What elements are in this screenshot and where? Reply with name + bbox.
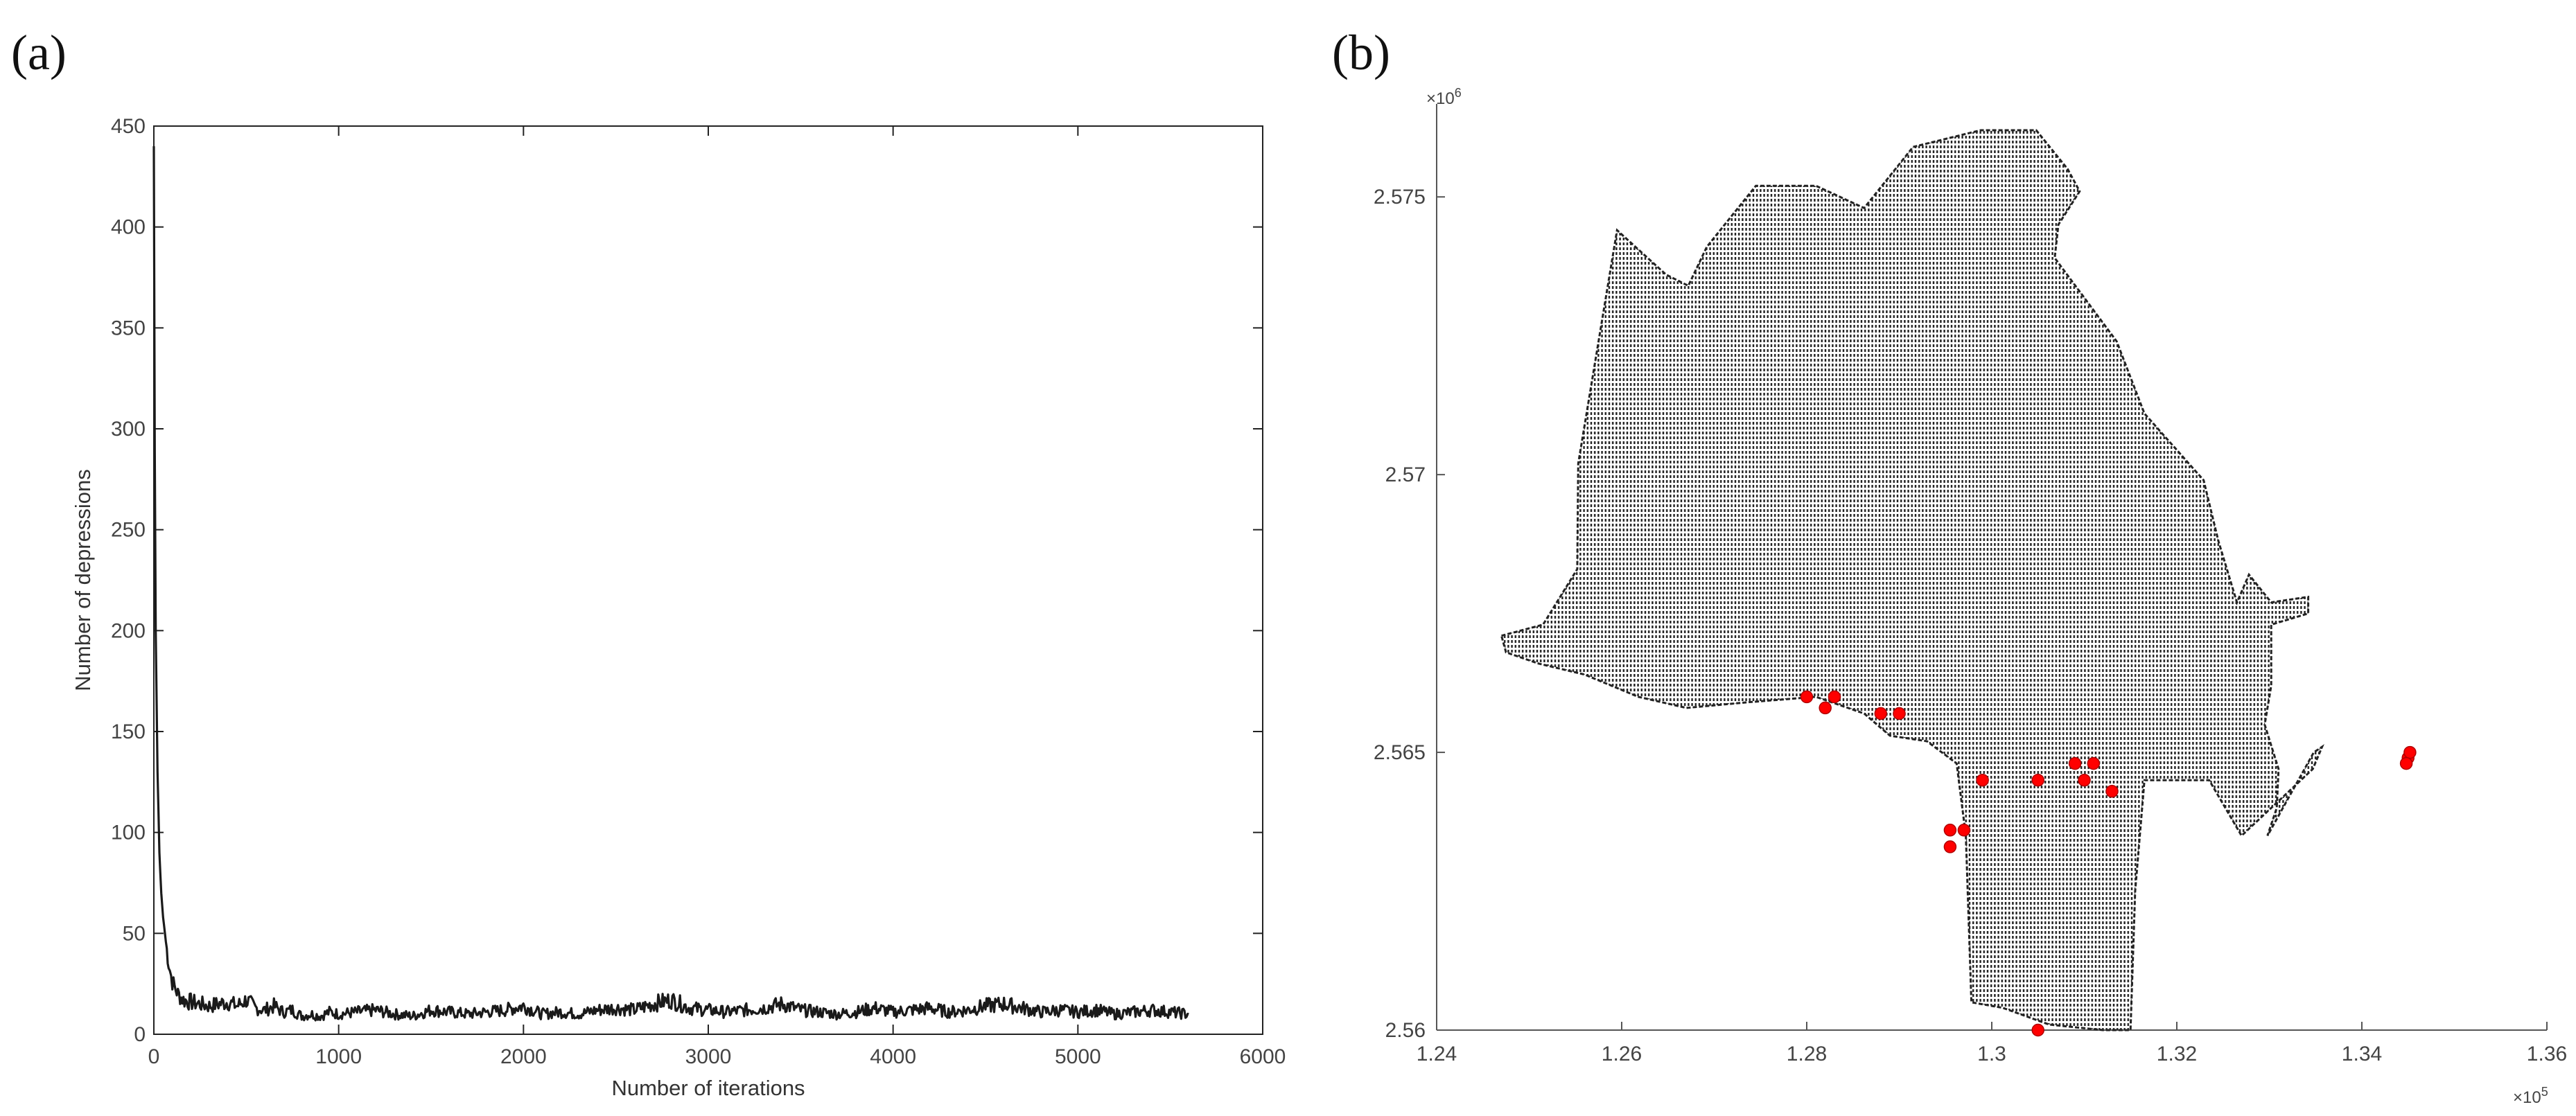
depression-point: [2031, 1023, 2044, 1037]
axis-ticks-a: 0 1000 2000 3000 4000 5000 6000 0 50 100 150 200 250…: [111, 115, 1286, 1068]
depression-point: [2403, 745, 2417, 759]
y-tick-label-a: 350: [111, 317, 146, 339]
x-tick-label-b: 1.26: [1602, 1043, 1642, 1065]
x-tick-label-b: 1.28: [1787, 1043, 1827, 1065]
x-tick-label-a: 5000: [1055, 1045, 1101, 1068]
y-tick-label-a: 0: [134, 1023, 146, 1046]
x-tick-label-a: 2000: [500, 1045, 547, 1068]
depression-point: [1800, 690, 1814, 704]
depression-points: [1800, 690, 2417, 1037]
depression-point: [2031, 773, 2044, 787]
y-tick-label-a: 100: [111, 822, 146, 844]
y-tick-label-a: 200: [111, 619, 146, 642]
y-tick-label-a: 150: [111, 720, 146, 743]
y-tick-label-b: 2.575: [1374, 186, 1426, 209]
x-exponent-base: ×10: [2513, 1088, 2541, 1107]
x-tick-label-a: 6000: [1240, 1045, 1286, 1068]
y-tick-label-b: 2.57: [1385, 463, 1426, 486]
depression-point: [2087, 756, 2101, 770]
y-axis-label-a: Number of depressions: [71, 469, 95, 691]
x-tick-label-a: 3000: [685, 1045, 732, 1068]
depression-point: [1893, 707, 1906, 720]
axis-ticks-b: 1.24 1.26 1.28 1.3 1.32 1.34 1.36 2.56 2.565 2.57…: [1374, 186, 2567, 1065]
x-tick-label-b: 1.34: [2342, 1043, 2382, 1065]
x-tick-label-b: 1.36: [2527, 1043, 2567, 1065]
y-tick-label-a: 50: [123, 922, 146, 945]
y-tick-label-b: 2.565: [1374, 741, 1426, 764]
x-exponent-power: 5: [2541, 1085, 2548, 1099]
panel-label-a: (a): [11, 25, 67, 80]
y-tick-label-b: 2.56: [1385, 1019, 1426, 1042]
x-tick-label-b: 1.24: [1417, 1043, 1457, 1065]
depression-point: [2068, 756, 2082, 770]
region-outline: [1500, 129, 2324, 1031]
depression-point: [1874, 707, 1888, 720]
svg-text:×106: ×106: [1426, 86, 1462, 108]
depression-point: [1976, 773, 1989, 787]
x-axis-label-a: Number of iterations: [611, 1076, 805, 1100]
x-tick-label-a: 0: [148, 1045, 160, 1068]
depression-point: [1819, 701, 1832, 715]
depression-point: [1943, 840, 1957, 853]
depression-point: [2399, 756, 2413, 770]
y-exponent-power: 6: [1455, 86, 1462, 100]
x-axis-exponent: ×105: [2513, 1085, 2548, 1107]
depression-point: [2105, 784, 2119, 798]
panel-b-scatter-map: 1.24 1.26 1.28 1.3 1.32 1.34 1.36 2.56 2.565 2.57…: [1374, 86, 2567, 1107]
depression-point: [2078, 773, 2091, 787]
x-tick-label-b: 1.32: [2157, 1043, 2197, 1065]
y-tick-label-a: 450: [111, 115, 146, 138]
x-tick-label-a: 1000: [315, 1045, 362, 1068]
x-tick-label-a: 4000: [870, 1045, 916, 1068]
x-tick-label-b: 1.3: [1977, 1043, 2006, 1065]
y-tick-label-a: 300: [111, 418, 146, 441]
grid-cells-region: [1501, 130, 2322, 1030]
y-tick-label-a: 250: [111, 519, 146, 542]
plot-frame-a: [153, 125, 1263, 1035]
svg-text:×105: ×105: [2513, 1085, 2548, 1107]
panel-a-line-chart: 0 1000 2000 3000 4000 5000 6000 0 50 100 150 200 250…: [71, 115, 1286, 1100]
y-axis-exponent: ×106: [1426, 86, 1462, 108]
depression-point: [1828, 690, 1841, 704]
y-tick-label-a: 400: [111, 216, 146, 239]
series-line-depressions: [152, 146, 1189, 1022]
y-exponent-base: ×10: [1426, 89, 1455, 108]
depression-point: [1957, 824, 1971, 837]
depression-point: [1943, 824, 1957, 837]
panel-label-b: (b): [1332, 25, 1390, 80]
